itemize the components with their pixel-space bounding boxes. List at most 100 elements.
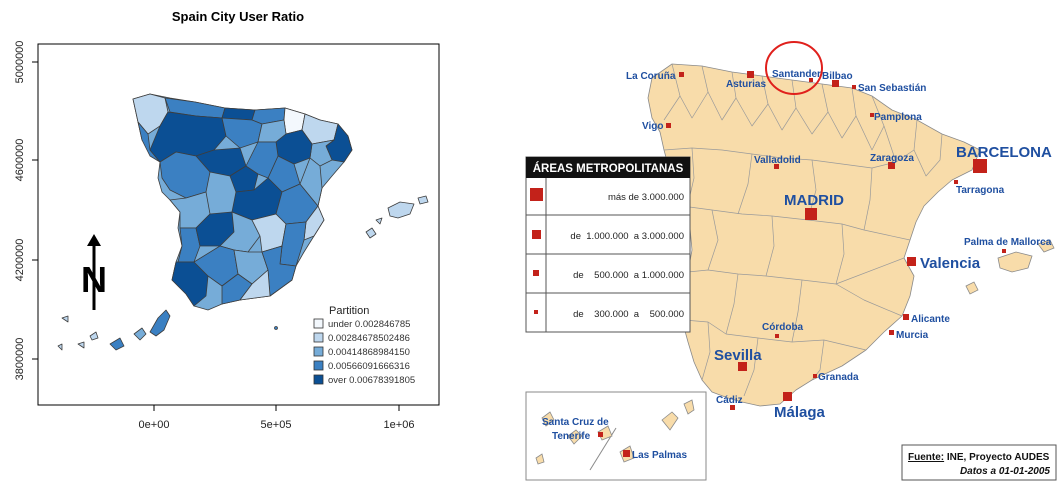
land-shape — [997, 251, 1033, 273]
legend-label: 0.00414868984150 — [328, 347, 410, 358]
legend: Partition under 0.002846785 0.0028467850… — [313, 305, 415, 386]
city-marker — [907, 257, 916, 266]
source-line: Fuente: INE, Proyecto AUDES — [908, 452, 1050, 463]
x-tick-label: 5e+05 — [261, 419, 292, 431]
city-marker — [813, 374, 817, 378]
x-tick-label: 0e+00 — [139, 419, 170, 431]
metro-map-panel: La Coruña Asturias Santander Bilbao San … — [512, 0, 1059, 486]
x-axis: 0e+00 5e+05 1e+06 — [139, 405, 415, 431]
choropleth-map: Spain City User Ratio 3800000 4200000 46… — [14, 9, 440, 431]
y-tick-label: 5000000 — [14, 41, 26, 84]
spain-mainland — [647, 63, 981, 407]
legend-label: 0.00284678502486 — [328, 333, 410, 344]
city-label: Sevilla — [714, 347, 762, 364]
city-label: Santa Cruz de — [542, 417, 609, 428]
city-marker — [679, 72, 684, 77]
city-marker — [775, 334, 779, 338]
city-label: Valencia — [920, 255, 981, 272]
north-label: N — [81, 259, 107, 300]
source-date: Datos a 01-01-2005 — [960, 466, 1050, 477]
city-marker — [954, 180, 958, 184]
table-title: ÁREAS METROPOLITANAS — [533, 162, 684, 175]
city-marker — [888, 162, 895, 169]
north-arrow-icon: N — [81, 234, 107, 310]
y-tick-label: 4600000 — [14, 139, 26, 182]
land-shape — [661, 411, 679, 431]
legend-swatch — [313, 346, 324, 357]
table-row-text: más de 3.000.000 — [608, 192, 684, 203]
city-label: Bilbao — [822, 71, 853, 82]
canary-inset — [525, 391, 707, 481]
legend-swatch — [313, 374, 324, 385]
table-row-text: de 500.000 a 1.000.000 — [573, 270, 684, 281]
map-title: Spain City User Ratio — [172, 9, 304, 24]
city-label: San Sebastián — [858, 83, 926, 94]
size-marker — [533, 270, 539, 276]
metro-legend-table: ÁREAS METROPOLITANAS más de 3.000.000 de… — [525, 156, 691, 333]
source-text: INE, Proyecto AUDES — [944, 452, 1050, 463]
y-tick-label: 4200000 — [14, 239, 26, 282]
city-marker — [903, 314, 909, 320]
land-shape — [647, 63, 981, 407]
legend-item: over 0.00678391805 — [313, 374, 415, 386]
legend-item: under 0.002846785 — [313, 318, 410, 330]
y-axis: 3800000 4200000 4600000 5000000 — [14, 41, 38, 381]
size-marker — [532, 230, 541, 239]
legend-swatch — [313, 332, 324, 343]
city-label: Vigo — [642, 121, 663, 132]
source-label: Fuente: — [908, 452, 944, 463]
city-label: Tarragona — [956, 185, 1005, 196]
metro-map: La Coruña Asturias Santander Bilbao San … — [525, 41, 1057, 481]
table-row-text: de 1.000.000 a 3.000.000 — [570, 231, 684, 242]
city-marker — [666, 123, 671, 128]
city-labels: La Coruña Asturias Santander Bilbao San … — [542, 69, 1052, 461]
city-label: Tenerife — [552, 431, 591, 442]
legend-label: 0.00566091666316 — [328, 361, 410, 372]
city-marker — [852, 85, 856, 89]
city-marker — [747, 71, 754, 78]
city-marker — [774, 164, 779, 169]
city-marker — [730, 405, 735, 410]
city-marker — [598, 432, 603, 437]
legend-title: Partition — [329, 305, 369, 317]
x-tick-label: 1e+06 — [384, 419, 415, 431]
plot-frame — [37, 43, 440, 406]
city-marker — [623, 450, 630, 457]
city-label: Pamplona — [874, 112, 922, 123]
city-label: Valladolid — [754, 155, 801, 166]
land-shape — [1037, 239, 1055, 253]
y-tick-label: 3800000 — [14, 338, 26, 381]
legend-item: 0.00284678502486 — [313, 332, 410, 344]
spain-choropleth — [57, 93, 429, 351]
source-box: Fuente: INE, Proyecto AUDES Datos a 01-0… — [901, 444, 1057, 481]
legend-swatch — [313, 318, 324, 329]
city-label: Zaragoza — [870, 153, 914, 164]
legend-swatch — [313, 360, 324, 371]
balearic-islands — [965, 239, 1055, 295]
city-marker — [889, 330, 894, 335]
city-marker — [870, 113, 874, 117]
city-marker — [809, 78, 813, 82]
legend-item: 0.00414868984150 — [313, 346, 410, 358]
city-label: Granada — [818, 372, 859, 383]
city-label: Santander — [772, 69, 821, 80]
land-shape — [965, 281, 979, 295]
city-label: Palma de Mallorca — [964, 237, 1052, 248]
city-label: Las Palmas — [632, 450, 687, 461]
land-shape — [683, 399, 695, 415]
city-marker-large — [805, 208, 817, 220]
city-label: La Coruña — [626, 71, 676, 82]
city-marker-large — [973, 159, 987, 173]
highlight-circle — [765, 41, 823, 95]
legend-label: over 0.00678391805 — [328, 375, 415, 386]
city-label: BARCELONA — [956, 144, 1052, 161]
city-marker — [1002, 249, 1006, 253]
city-label: Cádiz — [716, 395, 743, 406]
size-marker — [534, 310, 538, 314]
city-label: Málaga — [774, 404, 826, 421]
city-marker — [783, 392, 792, 401]
land-shape — [567, 429, 583, 445]
city-markers — [598, 71, 1006, 457]
city-label: Alicante — [911, 314, 950, 325]
legend-label: under 0.002846785 — [328, 319, 410, 330]
